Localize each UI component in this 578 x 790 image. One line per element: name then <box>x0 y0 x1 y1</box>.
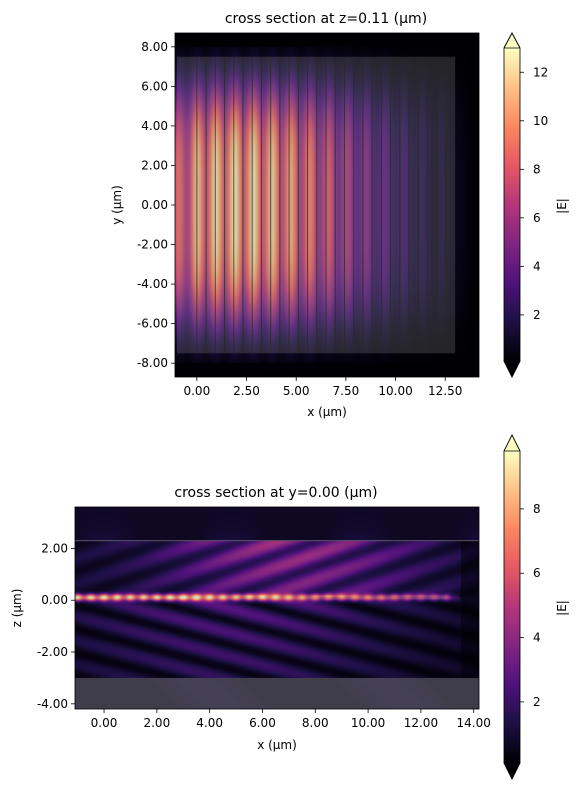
chart-bottom-frame <box>74 506 480 710</box>
x-tick-label: 2.00 <box>143 716 170 730</box>
y-tick-label: 2.00 <box>41 541 68 555</box>
x-tick-label: 5.00 <box>283 384 310 398</box>
colorbar-bottom: 2 4 6 8 |E| <box>503 434 569 780</box>
x-tick-label: 4.00 <box>196 716 223 730</box>
chart-top-y-ticks: 8.00 6.00 4.00 2.00 0.00 -2.00 -4.00 -6.00 -8.00 <box>137 40 175 370</box>
colorbar-tick-label: 8 <box>533 502 541 516</box>
y-tick-label: -4.00 <box>37 697 68 711</box>
colorbar-bottom-label: |E| <box>555 600 569 616</box>
colorbar-tick-label: 2 <box>533 695 541 709</box>
colorbar-tick-label: 2 <box>533 308 541 322</box>
y-tick-label: 4.00 <box>141 119 168 133</box>
x-tick-label: 0.00 <box>183 384 210 398</box>
colorbar-top-outline <box>503 32 521 378</box>
colorbar-tick-label: 4 <box>533 631 541 645</box>
y-tick-label: -2.00 <box>137 238 168 252</box>
colorbar-tick-label: 4 <box>533 259 541 273</box>
waveguide-core <box>75 595 448 600</box>
y-tick-label: -6.00 <box>137 317 168 331</box>
colorbar-top-label: |E| <box>555 198 569 214</box>
x-tick-label: 7.50 <box>333 384 360 398</box>
chart-bottom-xlabel: x (μm) <box>257 738 297 752</box>
colorbar-bottom-ticks: 2 4 6 8 <box>520 502 541 709</box>
x-tick-label: 8.00 <box>302 716 329 730</box>
x-tick-label: 12.50 <box>428 384 462 398</box>
y-tick-label: 6.00 <box>141 79 168 93</box>
colorbar-tick-label: 10 <box>533 114 548 128</box>
substrate-layer <box>75 677 479 709</box>
y-tick-label: 0.00 <box>141 198 168 212</box>
colorbar-top-extend-max <box>503 32 521 49</box>
y-tick-label: -8.00 <box>137 356 168 370</box>
y-tick-label: 8.00 <box>141 40 168 54</box>
y-tick-label: 2.00 <box>141 158 168 172</box>
colorbar-top-extend-min <box>503 360 521 378</box>
x-tick-label: 10.00 <box>351 716 385 730</box>
colorbar-tick-label: 8 <box>533 162 541 176</box>
x-tick-label: 0.00 <box>91 716 118 730</box>
colorbar-tick-label: 6 <box>533 566 541 580</box>
chart-top-plot-area <box>174 32 480 378</box>
chart-bottom: cross section at y=0.00 (μm) 0.00 2.00 4.0… <box>10 434 569 780</box>
colorbar-tick-label: 12 <box>533 65 548 79</box>
colorbar-bottom-outline <box>503 434 521 780</box>
grating-region <box>176 56 456 354</box>
colorbar-tick-label: 6 <box>533 211 541 225</box>
x-tick-label: 14.00 <box>457 716 491 730</box>
chart-bottom-title: cross section at y=0.00 (μm) <box>174 485 377 501</box>
chart-top-x-ticks: 0.00 2.50 5.00 7.50 10.00 12.50 <box>183 377 462 398</box>
colorbar-top-ticks: 2 4 6 8 10 12 <box>520 65 548 322</box>
chart-bottom-y-ticks: 2.00 0.00 -2.00 -4.00 <box>37 541 75 711</box>
chart-top-ylabel: y (μm) <box>110 185 124 225</box>
colorbar-bottom-extend-max <box>503 434 521 452</box>
x-tick-label: 12.00 <box>404 716 438 730</box>
chart-top: cross section at z=0.11 (μm) 0.00 2.50 5.0… <box>110 11 569 419</box>
x-tick-label: 2.50 <box>233 384 260 398</box>
chart-bottom-plot-area <box>74 506 480 710</box>
x-tick-label: 6.00 <box>249 716 276 730</box>
grating-overlay <box>176 56 456 354</box>
chart-top-title: cross section at z=0.11 (μm) <box>225 11 427 27</box>
chart-bottom-ylabel: z (μm) <box>10 589 24 628</box>
y-tick-label: -4.00 <box>137 277 168 291</box>
chart-bottom-x-ticks: 0.00 2.00 4.00 6.00 8.00 10.00 12.00 14.00 <box>91 709 491 730</box>
x-tick-label: 10.00 <box>378 384 412 398</box>
colorbar-top: 2 4 6 8 10 12 |E| <box>503 32 569 378</box>
chart-top-xlabel: x (μm) <box>307 405 347 419</box>
y-tick-label: -2.00 <box>37 645 68 659</box>
y-tick-label: 0.00 <box>41 593 68 607</box>
colorbar-bottom-extend-min <box>503 762 521 780</box>
layer-overlay <box>75 540 479 709</box>
